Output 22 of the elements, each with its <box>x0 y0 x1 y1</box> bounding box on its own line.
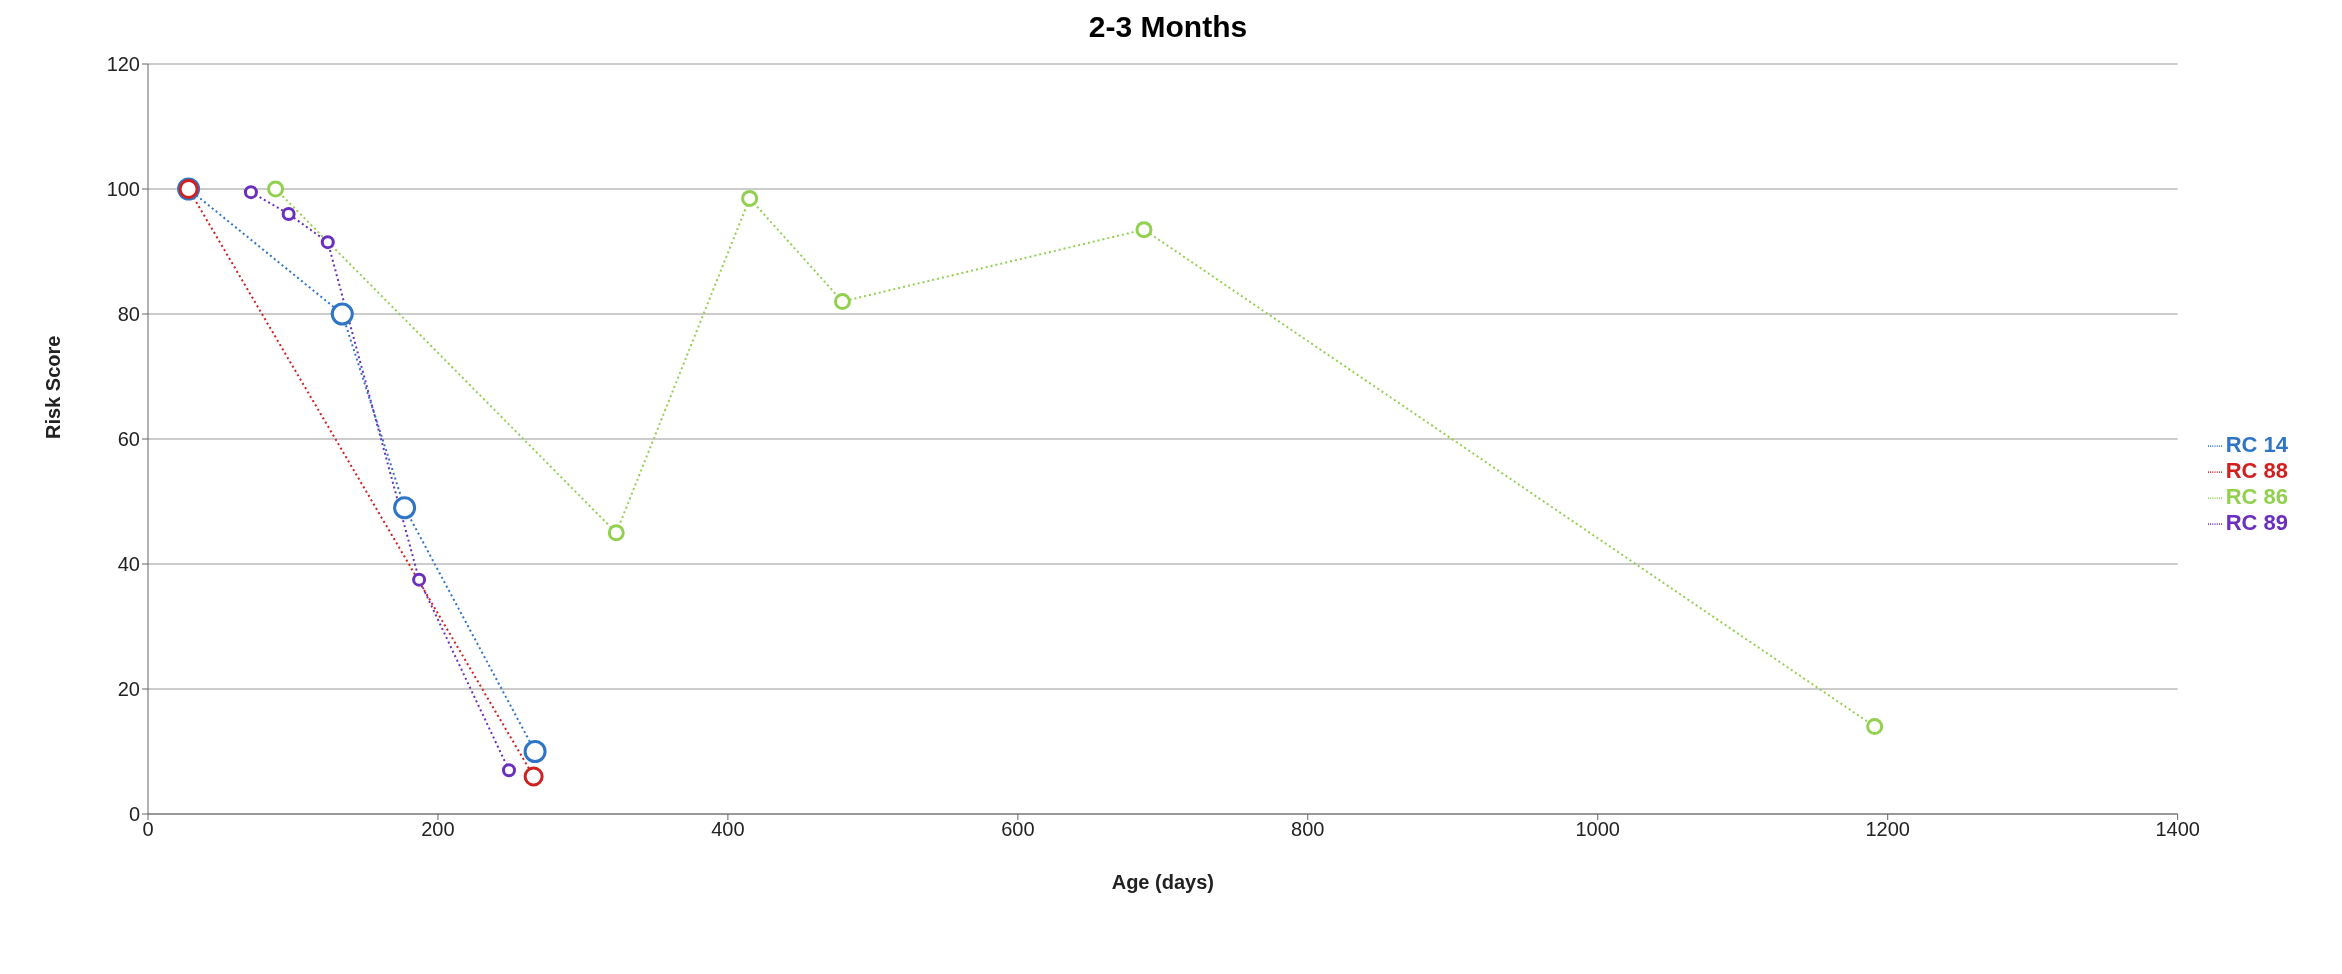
x-tick-label: 1400 <box>2155 818 2200 841</box>
x-axis-title: Age (days) <box>1111 871 1214 893</box>
x-tick-label: 600 <box>1001 818 1035 841</box>
legend-label: RC 89 <box>2225 510 2288 535</box>
legend-label: RC 86 <box>2225 484 2288 509</box>
y-tick-label: 120 <box>106 53 140 76</box>
legend-label: RC 14 <box>2225 432 2288 457</box>
y-axis-title: Risk Score <box>42 335 65 439</box>
legend-label: RC 88 <box>2225 458 2288 483</box>
y-tick-label: 100 <box>106 178 140 201</box>
y-tick-label: 20 <box>117 678 140 701</box>
x-tick-label: 200 <box>421 818 455 841</box>
y-tick-label: 60 <box>117 428 140 451</box>
x-tick-label: 0 <box>142 818 154 841</box>
x-tick-label: 800 <box>1291 818 1325 841</box>
y-tick-label: 0 <box>128 803 140 826</box>
x-tick-label: 1000 <box>1575 818 1620 841</box>
x-tick-label: 1200 <box>1865 818 1910 841</box>
x-tick-label: 400 <box>711 818 745 841</box>
y-tick-label: 40 <box>117 553 140 576</box>
y-tick-label: 80 <box>117 303 140 326</box>
chart-title: 2-3 Months <box>1087 10 1249 44</box>
